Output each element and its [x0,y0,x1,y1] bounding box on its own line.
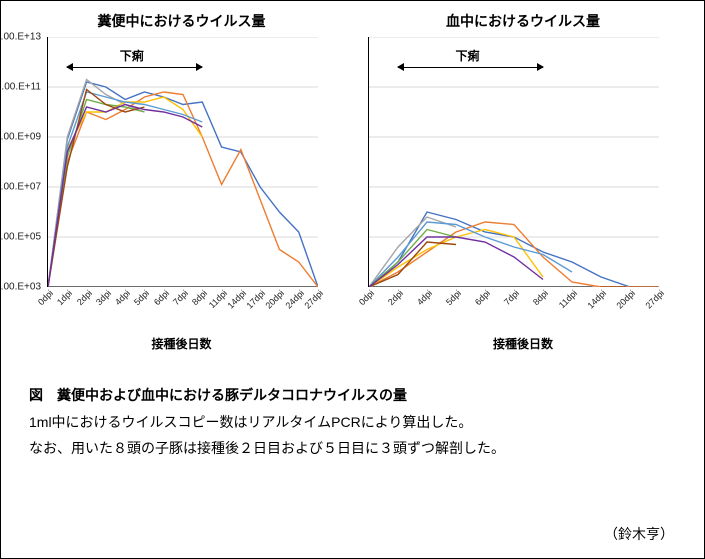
left-plot-wrap: 1.00.E+031.00.E+051.00.E+071.00.E+091.00… [47,37,354,287]
ytick-label: 1.00.E+03 [0,282,41,293]
caption-line2: なお、用いた８頭の子豚は接種後２日目および５日目に３頭ずつ解剖した。 [29,435,676,462]
xtick-label: 4dpi [113,288,132,307]
caption-title: 図 糞便中および血中における豚デルタコロナウイルスの量 [29,382,676,409]
left-chart-body: 1ml中におけるウイルスコピー数 1.00.E+031.00.E+051.00.… [9,37,354,352]
caption-line1: 1ml中におけるウイルスコピー数はリアルタイムPCRにより算出した。 [29,409,676,436]
right-chart-body: 0dpi 2dpi 4dpi 5dpi 6dpi 7dpi 8dpi 11dpi 14dpi 20… [358,37,688,352]
xtick-label: 2dpi [75,288,94,307]
ytick-label: 1.00.E+07 [0,182,41,193]
xtick-label: 5dpi [444,288,463,307]
xtick-label: 0dpi [357,288,376,307]
ytick-label: 1.00.E+09 [0,132,41,143]
author-credit: （鈴木亨） [604,524,674,544]
right-chart-title: 血中におけるウイルス量 [358,11,688,31]
xtick-label: 6dpi [473,288,492,307]
xtick-label: 20dpi [614,288,637,311]
right-plot: 0dpi2dpi4dpi5dpi6dpi7dpi8dpi11dpi14dpi20… [368,37,658,287]
left-xtick-labels: 0dpi1dpi2dpi3dpi4dpi5dpi6dpi7dpi8dpi11dp… [48,286,317,336]
annotation-label: 下痢 [456,47,480,64]
right-xaxis-label: 接種後日数 [358,335,688,352]
left-chart-panel: 糞便中におけるウイルス量 1ml中におけるウイルスコピー数 1.00.E+031… [9,11,354,352]
right-xtick-labels: 0dpi2dpi4dpi5dpi6dpi7dpi8dpi11dpi14dpi20… [369,286,658,336]
xtick-label: 3dpi [94,288,113,307]
left-xaxis-label: 接種後日数 [9,335,354,352]
xtick-label: 7dpi [171,288,190,307]
xtick-label: 2dpi [386,288,405,307]
xtick-label: 27dpi [302,288,325,311]
xtick-label: 11dpi [206,288,228,310]
charts-row: 糞便中におけるウイルス量 1ml中におけるウイルスコピー数 1.00.E+031… [1,1,704,352]
ytick-label: 1.00.E+05 [0,232,41,243]
xtick-label: 5dpi [132,288,151,307]
arrow-head-right [196,63,203,71]
arrow-head-left [66,63,73,71]
ytick-label: 1.00.E+11 [0,82,41,93]
left-chart-title: 糞便中におけるウイルス量 [9,11,354,31]
xtick-label: 7dpi [502,288,521,307]
arrow-head-left [397,63,404,71]
xtick-label: 8dpi [190,288,209,307]
xtick-label: 20dpi [264,288,287,311]
ytick-label: 1.00.E+13 [0,32,41,43]
arrow-head-right [537,63,544,71]
xtick-label: 6dpi [152,288,171,307]
figure-caption: 図 糞便中および血中における豚デルタコロナウイルスの量 1ml中におけるウイルス… [1,352,704,462]
xtick-label: 11dpi [557,288,579,310]
xtick-label: 14dpi [585,288,608,311]
right-plot-wrap: 0dpi2dpi4dpi5dpi6dpi7dpi8dpi11dpi14dpi20… [368,37,688,287]
annotation-arrow [67,67,202,68]
xtick-label: 27dpi [643,288,666,311]
xtick-label: 17dpi [245,288,268,311]
xtick-label: 1dpi [55,288,74,307]
left-ytick-labels: 1.00.E+031.00.E+051.00.E+071.00.E+091.00… [0,37,43,287]
annotation-arrow [398,67,543,68]
annotation-label: 下痢 [120,47,144,64]
xtick-label: 14dpi [225,288,248,311]
left-plot: 0dpi1dpi2dpi3dpi4dpi5dpi6dpi7dpi8dpi11dp… [47,37,317,287]
xtick-label: 8dpi [531,288,550,307]
xtick-label: 4dpi [415,288,434,307]
xtick-label: 24dpi [283,288,306,311]
right-chart-panel: 血中におけるウイルス量 0dpi 2dpi 4dpi 5dpi 6dpi 7dpi 8dpi… [358,11,688,352]
